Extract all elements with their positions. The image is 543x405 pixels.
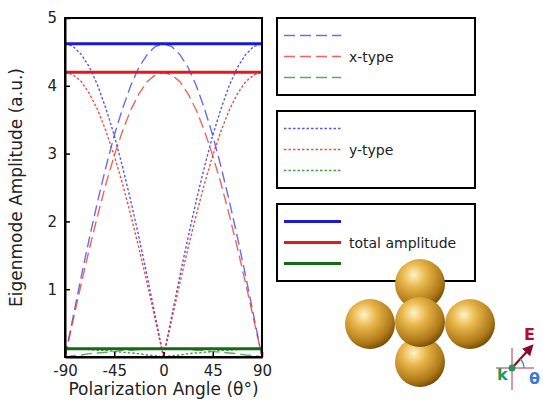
inset-label: E xyxy=(524,325,535,344)
y-tick-label: 5 xyxy=(47,9,57,27)
legend-box xyxy=(277,18,475,95)
y-tick: 1 xyxy=(47,281,70,299)
x-tick-label: -45 xyxy=(103,362,128,380)
y-tick: 2 xyxy=(47,213,70,231)
x-tick-label: 90 xyxy=(253,362,272,380)
series-line xyxy=(65,42,262,45)
legend-box xyxy=(277,204,475,281)
y-tick-label: 1 xyxy=(47,281,57,299)
legend-label: x-type xyxy=(349,49,394,65)
legend-swatch xyxy=(284,128,341,129)
y-tick: 3 xyxy=(47,145,70,163)
inset-label: k xyxy=(497,365,508,384)
series-line xyxy=(65,347,262,350)
legend-swatch xyxy=(284,149,341,150)
wave-vector-dot xyxy=(509,365,516,372)
series-line xyxy=(65,349,262,357)
series-line xyxy=(65,44,262,357)
sphere xyxy=(345,299,395,349)
x-tick-label: 45 xyxy=(204,362,223,380)
plot-frame xyxy=(65,18,262,357)
angle-arc xyxy=(520,359,524,368)
legend-swatch xyxy=(284,77,341,78)
plot-lines xyxy=(65,44,262,357)
x-tick-label: 0 xyxy=(159,362,169,380)
legend-swatch xyxy=(284,241,341,244)
series-line xyxy=(65,72,262,357)
y-tick-label: 4 xyxy=(47,77,57,95)
y-axis: 1 2 3 4 5 xyxy=(47,9,70,357)
legend-box xyxy=(277,111,475,188)
legend-label: total amplitude xyxy=(349,235,456,251)
y-tick-label: 2 xyxy=(47,213,57,231)
legend-swatch xyxy=(284,56,341,57)
field-arrow xyxy=(512,346,532,368)
legend-swatch xyxy=(284,220,341,223)
sphere xyxy=(395,297,445,347)
x-axis-title: Polarization Angle (θ°) xyxy=(68,379,258,399)
legend: x-type y-type total amplitude xyxy=(277,18,475,281)
series-line xyxy=(65,44,262,357)
y-tick: 4 xyxy=(47,77,70,95)
legend-swatch xyxy=(284,262,341,265)
y-tick-label: 3 xyxy=(47,145,57,163)
legend-label: y-type xyxy=(349,142,393,158)
legend-swatch xyxy=(284,170,341,171)
inset-illustration: k Eθ xyxy=(345,259,540,390)
y-axis-title: Eigenmode Amplitude (a.u.) xyxy=(6,68,26,307)
series-line xyxy=(65,349,262,357)
series-line xyxy=(65,72,262,357)
legend-swatch xyxy=(284,35,341,36)
inset-label: θ xyxy=(529,369,540,388)
sphere xyxy=(445,299,495,349)
x-tick-label: -90 xyxy=(53,362,78,380)
chart: -90-450459012345Polarization Angle (θ°)E… xyxy=(0,0,543,405)
series-line xyxy=(65,71,262,74)
